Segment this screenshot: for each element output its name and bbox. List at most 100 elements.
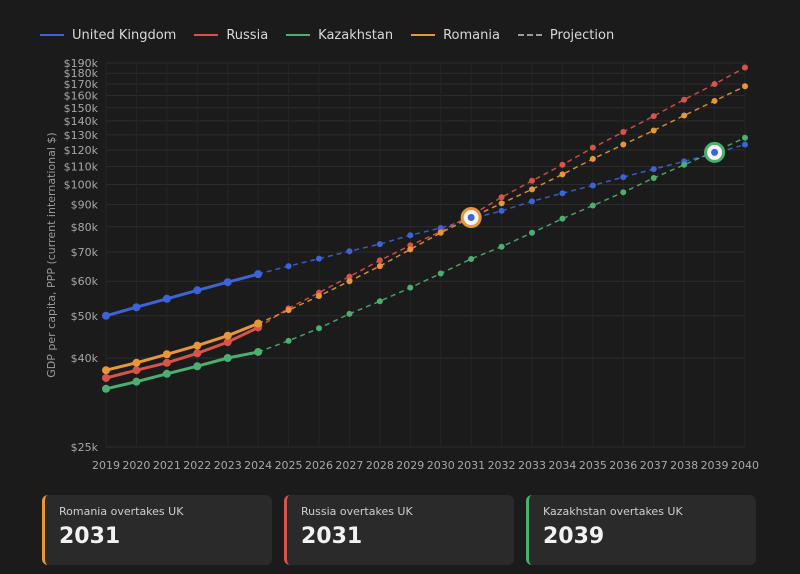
gdp-line-chart: $25k $40k $50k $60k $70k $80k $90k $100k $110k $1… [45,57,759,472]
card-romania-label: Romania overtakes UK [59,505,184,518]
x-tick-label: 2030 [427,459,455,472]
card-russia-year: 2031 [301,524,363,549]
y-tick-label: $190k [64,57,99,70]
y-tick-label: $150k [64,102,99,115]
x-tick-label: 2025 [275,459,303,472]
series-projection-line-russia [257,66,746,329]
data-point-united-kingdom [559,190,566,197]
x-tick-label: 2027 [335,459,363,472]
data-point-kazakhstan [498,243,505,250]
legend-label-uk: United Kingdom [72,27,177,43]
data-point-kazakhstan [102,384,110,393]
data-point-united-kingdom [316,255,322,262]
data-point-russia [681,96,688,103]
data-point-united-kingdom [254,270,263,279]
data-point-kazakhstan [650,175,657,182]
card-russia: Russia overtakes UK 2031 [284,495,514,565]
crossover-marker-center [711,148,719,156]
y-tick-label: $120k [64,144,99,157]
data-point-romania [162,350,171,359]
legend-item-russia: Russia [194,28,268,43]
data-point-kazakhstan [193,362,202,371]
data-point-united-kingdom [102,311,110,320]
data-point-united-kingdom [620,174,627,181]
data-point-romania [498,200,505,207]
data-point-romania [376,263,383,270]
data-point-romania [437,229,444,236]
card-romania-year: 2031 [59,524,121,549]
data-point-united-kingdom [285,263,292,270]
data-point-kazakhstan [529,229,535,236]
data-point-russia [102,373,110,382]
data-point-united-kingdom [193,286,202,295]
data-point-kazakhstan [468,255,475,262]
data-point-kazakhstan [223,354,232,363]
legend-label-russia: Russia [226,27,269,43]
x-tick-label: 2040 [731,459,759,472]
data-point-russia [223,338,232,347]
x-tick-label: 2033 [518,459,546,472]
y-tick-label: $70k [71,246,99,259]
data-point-united-kingdom [376,241,383,248]
y-tick-label: $170k [64,78,99,91]
x-tick-label: 2036 [609,459,637,472]
data-point-russia [498,194,505,201]
data-point-kazakhstan [437,270,444,277]
data-point-kazakhstan [407,284,414,291]
data-point-romania [193,341,202,350]
y-tick-label: $140k [64,115,99,128]
data-point-united-kingdom [742,141,748,148]
x-tick-label: 2022 [183,459,211,472]
data-point-kazakhstan [559,215,566,222]
y-tick-label: $100k [64,179,99,192]
data-point-kazakhstan [376,298,383,305]
x-tick-label: 2021 [153,459,181,472]
data-point-united-kingdom [132,303,141,312]
data-point-romania [102,366,110,375]
data-point-romania [711,97,718,104]
legend-label-projection: Projection [549,27,615,43]
data-point-romania [742,83,748,90]
x-tick-label: 2019 [92,459,120,472]
data-point-russia [650,113,657,120]
data-point-kazakhstan [620,189,627,196]
legend-swatch-russia [194,34,219,36]
overtake-cards: Romania overtakes UK 2031 Russia overtak… [42,495,756,565]
legend-swatch-romania [411,34,436,36]
data-point-romania [650,127,657,134]
y-tick-label: $130k [64,129,99,142]
card-russia-label: Russia overtakes UK [301,505,413,518]
y-tick-label: $180k [64,67,99,80]
x-tick-label: 2032 [488,459,516,472]
series-projection-line-united-kingdom [257,143,746,275]
legend-item-uk: United Kingdom [40,28,176,43]
x-tick-label: 2026 [305,459,333,472]
legend-label-romania: Romania [443,27,500,43]
data-point-united-kingdom [346,248,353,255]
data-point-romania [285,307,292,314]
data-point-kazakhstan [285,337,292,344]
data-point-romania [681,112,688,119]
legend-item-kazakhstan: Kazakhstan [286,28,393,43]
legend-item-romania: Romania [411,28,500,43]
legend-swatch-uk [40,34,64,36]
x-tick-label: 2038 [670,459,698,472]
y-tick-label: $50k [71,310,99,323]
card-kazakhstan: Kazakhstan overtakes UK 2039 [526,495,756,565]
data-point-russia [162,358,171,367]
data-point-united-kingdom [407,232,414,239]
x-tick-label: 2035 [579,459,607,472]
data-point-kazakhstan [742,134,748,141]
data-point-russia [376,257,383,264]
x-tick-label: 2039 [701,459,729,472]
y-tick-label: $160k [64,90,99,103]
chart-legend: United Kingdom Russia Kazakhstan Romania… [40,26,614,44]
series-line-kazakhstan [105,350,259,391]
data-point-united-kingdom [162,294,171,303]
y-tick-label: $90k [71,198,99,211]
x-tick-label: 2028 [366,459,394,472]
data-point-kazakhstan [162,369,171,378]
card-kazakhstan-year: 2039 [543,524,605,549]
data-point-russia [559,161,566,168]
data-point-russia [742,64,748,71]
